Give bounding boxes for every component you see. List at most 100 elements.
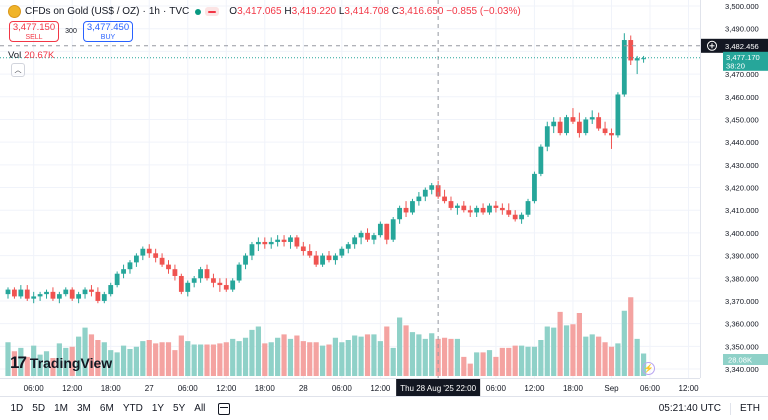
volume-bar (499, 347, 505, 376)
tradingview-logo[interactable]: 17 TradingView (10, 353, 112, 373)
price-axis[interactable]: 3,500.0003,490.0003,480.0003,470.0003,46… (700, 0, 768, 378)
candle (153, 248, 159, 263)
candle (127, 260, 133, 274)
volume-bar (204, 344, 210, 376)
volume-bar (435, 338, 441, 376)
price-chart[interactable] (0, 0, 700, 378)
candle (56, 291, 62, 304)
volume-bar (82, 327, 88, 376)
candle (262, 237, 268, 249)
candle (101, 291, 107, 304)
candle (134, 253, 139, 267)
flag-icon[interactable] (205, 7, 220, 16)
volume-bar (88, 334, 95, 376)
volume-bar (390, 347, 396, 376)
utc-clock[interactable]: 05:21:40 UTC (658, 403, 721, 414)
candle (320, 253, 325, 267)
candle (63, 287, 69, 297)
candle (589, 110, 595, 124)
volume-bar (422, 338, 428, 376)
volume-bar (628, 297, 634, 376)
candle (146, 244, 152, 258)
volume-bar (596, 336, 602, 376)
price-tick: 3,490.000 (725, 25, 759, 34)
candle (525, 198, 531, 217)
volume-bar (95, 340, 101, 376)
volume-bar (127, 349, 133, 376)
volume-bar (409, 332, 416, 376)
low-value: 3,414.708 (344, 6, 389, 17)
volume-bar (326, 344, 332, 376)
currency-label[interactable]: ETH (740, 403, 760, 414)
candle (5, 287, 11, 299)
range-button[interactable]: 6M (99, 403, 114, 414)
sell-button[interactable]: 3,477.150 SELL (9, 21, 59, 42)
buy-button[interactable]: 3,477.450 BUY (83, 21, 133, 42)
volume-bar (262, 343, 268, 376)
candle (121, 264, 126, 279)
interval-label[interactable]: 1h (148, 6, 160, 17)
volume-bar (332, 337, 339, 376)
candle (333, 253, 338, 265)
price-tick: 3,500.000 (725, 2, 759, 11)
time-axis[interactable]: 06:00 12:00 18:00 27 06:00 12:00 18:00 28 06:00 1… (0, 378, 700, 397)
plus-circle-icon[interactable] (707, 40, 717, 51)
chart-pane[interactable]: CFDs on Gold (US$ / OZ) · 1h · TVC O3,41… (0, 0, 700, 378)
volume-bar (589, 334, 595, 376)
candle (89, 285, 94, 297)
volume-bar (371, 334, 377, 376)
volume-bar (294, 335, 300, 376)
lightning-icon[interactable]: ⚡ (642, 362, 655, 375)
legend: CFDs on Gold (US$ / OZ) · 1h · TVC O3,41… (8, 5, 521, 18)
volume-bar (307, 342, 313, 376)
range-button[interactable]: YTD (122, 403, 143, 414)
svg-text:3,477.170: 3,477.170 (726, 53, 760, 62)
calendar-icon[interactable] (217, 402, 230, 415)
candle (397, 205, 403, 224)
range-button[interactable]: 5Y (173, 403, 186, 414)
candle (621, 33, 627, 97)
range-button[interactable]: 1Y (151, 403, 165, 414)
crosshair (0, 0, 700, 378)
volume-bar (429, 333, 435, 376)
candle (191, 275, 197, 288)
candle (185, 280, 191, 297)
candle (114, 271, 120, 288)
volume-bar (634, 338, 640, 376)
volume-bar (486, 350, 493, 376)
candle (352, 235, 358, 249)
range-button[interactable]: 5D (32, 403, 46, 414)
range-button[interactable]: All (194, 403, 206, 414)
volume-bar (300, 341, 306, 376)
volume-bar (108, 350, 114, 376)
candle (37, 291, 43, 301)
time-tick: 18:00 (255, 384, 276, 393)
volume-bar (217, 343, 223, 376)
range-button[interactable]: 3M (77, 403, 91, 414)
candle (345, 241, 351, 254)
candle (108, 282, 114, 297)
candle (294, 235, 300, 249)
volume-bar (236, 341, 242, 376)
volume-bar (69, 346, 75, 376)
price-tick: 3,360.000 (725, 320, 759, 329)
volume-bar (242, 337, 249, 376)
candle (544, 121, 550, 152)
volume-legend[interactable]: Vol 20.67K (8, 50, 54, 61)
chevron-up-icon[interactable]: ︿ (11, 63, 25, 77)
symbol-name[interactable]: CFDs on Gold (US$ / OZ) (25, 6, 140, 17)
candle (300, 241, 306, 256)
volume-bar (133, 346, 139, 376)
volume-bar (120, 345, 127, 376)
candle (313, 251, 319, 267)
volume-bar (345, 340, 351, 376)
volume-bar (377, 341, 383, 376)
range-button[interactable]: 1D (10, 403, 24, 414)
volume-bar (76, 336, 82, 376)
volume-bar (146, 340, 152, 376)
candle (172, 264, 178, 281)
range-button[interactable]: 1M (54, 403, 68, 414)
volume-bar (493, 356, 499, 376)
volume-bar (512, 345, 518, 376)
